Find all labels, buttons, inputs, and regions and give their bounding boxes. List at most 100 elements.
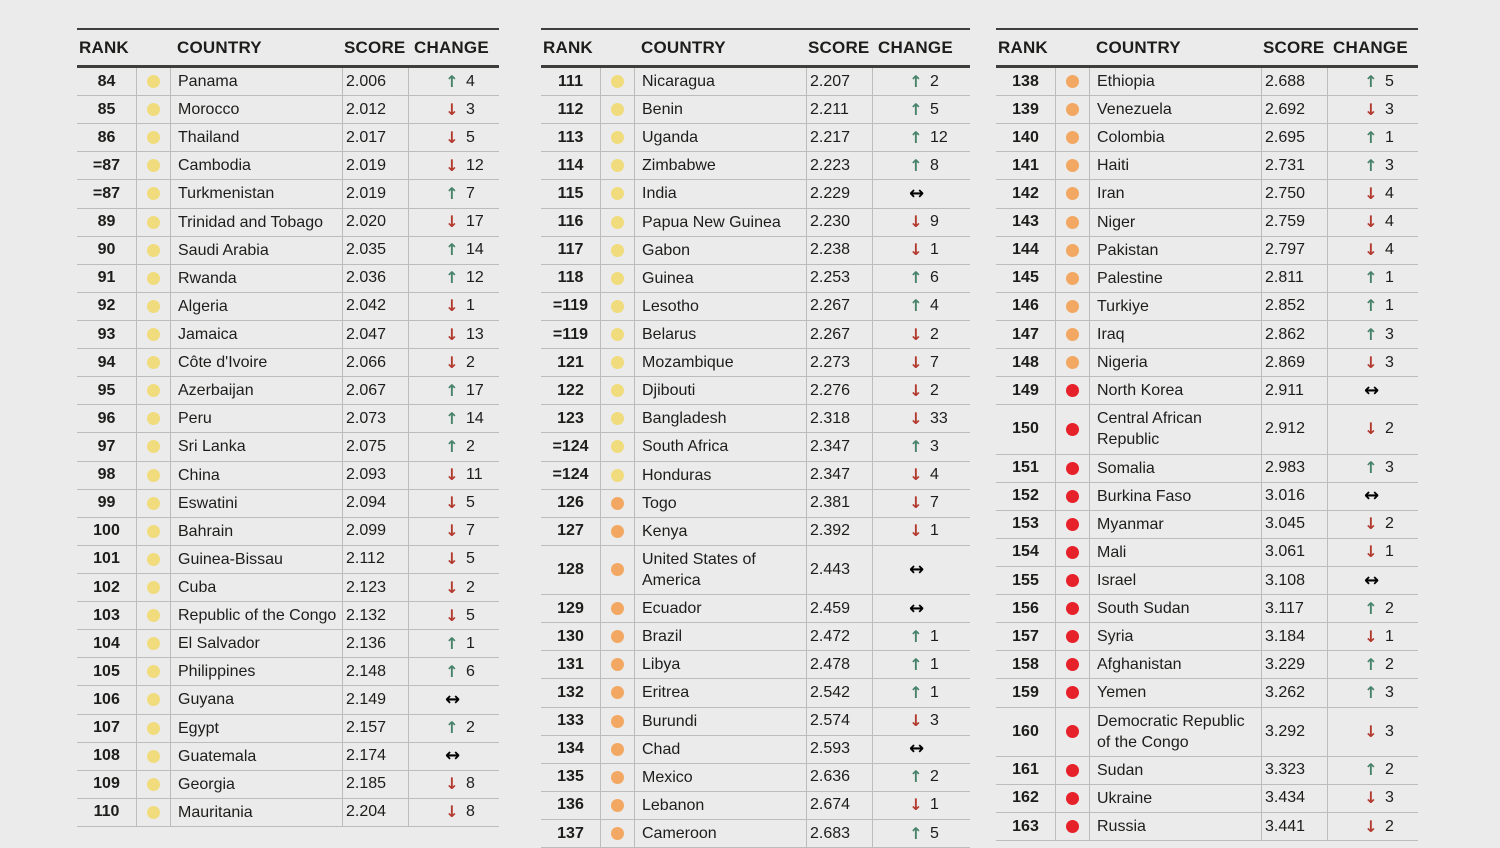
no-change-icon: ↔ (909, 182, 925, 204)
risk-dot-cell (600, 264, 634, 292)
score-value: 2.149 (342, 686, 408, 714)
country-row: 152 Burkina Faso 3.016 ↔ (996, 482, 1418, 511)
no-change-icon: ↔ (909, 558, 925, 580)
rank-column-header: RANK (79, 38, 129, 57)
yellow-risk-dot-icon (147, 299, 160, 313)
rank-value: 93 (97, 325, 116, 343)
change-cell: ↓ 8 (408, 798, 499, 826)
yellow-risk-dot-icon (147, 693, 160, 707)
country-name: Chad (634, 735, 806, 763)
score-value: 2.223 (806, 152, 872, 180)
country-row: 91 Rwanda 2.036 ↑ 12 (77, 264, 499, 293)
table-header: RANK COUNTRY SCORE CHANGE (996, 30, 1418, 68)
change-cell: ↑ 17 (408, 377, 499, 405)
red-risk-dot-icon (1066, 517, 1079, 531)
risk-dot-cell (600, 763, 634, 791)
change-value: 1 (1385, 543, 1394, 561)
country-row: 129 Ecuador 2.459 ↔ (541, 595, 970, 624)
orange-risk-dot-icon (611, 798, 624, 812)
change-value: 3 (1385, 353, 1394, 371)
change-cell: ↑ 1 (872, 651, 970, 679)
change-value: 17 (466, 213, 484, 231)
change-value: 2 (1385, 817, 1394, 835)
rank-up-icon: ↑ (1364, 598, 1378, 618)
country-name: United States of America (634, 545, 806, 595)
rank-value: 145 (1012, 269, 1039, 287)
change-cell: ↑ 4 (408, 68, 499, 96)
score-value: 2.695 (1261, 124, 1327, 152)
country-row: 102 Cuba 2.123 ↓ 2 (77, 573, 499, 603)
score-value: 2.273 (806, 349, 872, 377)
orange-risk-dot-icon (1066, 159, 1079, 173)
country-row: 122 Djibouti 2.276 ↓ 2 (541, 377, 970, 406)
change-cell: ↓ 1 (872, 517, 970, 545)
orange-risk-dot-icon (1066, 271, 1079, 285)
rank-up-icon: ↑ (909, 71, 923, 91)
change-cell: ↓ 4 (872, 461, 970, 489)
country-row: 151 Somalia 2.983 ↑ 3 (996, 454, 1418, 483)
rank-value: 101 (93, 550, 120, 568)
score-value: 2.574 (806, 707, 872, 735)
score-value: 2.759 (1261, 208, 1327, 236)
risk-dot-cell (136, 686, 170, 714)
country-row: 108 Guatemala 2.174 ↔ (77, 742, 499, 771)
score-value: 2.267 (806, 320, 872, 349)
country-name: China (170, 461, 342, 489)
change-value: 1 (930, 796, 939, 814)
ranking-table-138-163: RANK COUNTRY SCORE CHANGE 138 Ethiopia 2… (996, 28, 1418, 848)
change-value: 12 (466, 156, 484, 174)
score-value: 2.276 (806, 377, 872, 405)
risk-dot-cell (600, 124, 634, 152)
score-value: 3.229 (1261, 651, 1327, 679)
score-value: 2.911 (1261, 377, 1327, 405)
country-name: Bahrain (170, 517, 342, 545)
score-value: 2.731 (1261, 152, 1327, 180)
country-name: Papua New Guinea (634, 208, 806, 236)
country-name: Eritrea (634, 679, 806, 707)
change-value: 6 (930, 269, 939, 287)
score-value: 2.174 (342, 742, 408, 770)
change-value: 5 (466, 128, 475, 146)
change-value: 1 (930, 655, 939, 673)
country-row: 156 South Sudan 3.117 ↑ 2 (996, 595, 1418, 624)
country-row: 140 Colombia 2.695 ↑ 1 (996, 124, 1418, 153)
yellow-risk-dot-icon (147, 749, 160, 763)
yellow-risk-dot-icon (147, 131, 160, 145)
country-name: Mozambique (634, 349, 806, 377)
change-cell: ↔ (1327, 377, 1418, 405)
change-cell: ↑ 1 (408, 630, 499, 658)
country-row: 115 India 2.229 ↔ (541, 180, 970, 209)
rank-down-icon: ↓ (445, 605, 459, 625)
risk-dot-cell (1055, 264, 1089, 292)
change-cell: ↑ 14 (408, 405, 499, 433)
yellow-risk-dot-icon (147, 637, 160, 651)
country-row: 94 Côte d'Ivoire 2.066 ↓ 2 (77, 349, 499, 378)
risk-dot-cell (136, 433, 170, 461)
rank-down-icon: ↓ (909, 352, 923, 372)
change-value: 3 (1385, 789, 1394, 807)
change-cell: ↑ 12 (408, 264, 499, 292)
change-value: 4 (1385, 184, 1394, 202)
rank-value: 129 (557, 599, 584, 617)
rank-value: 154 (1012, 543, 1039, 561)
ranking-table-111-137: RANK COUNTRY SCORE CHANGE 111 Nicaragua … (541, 28, 970, 848)
score-value: 2.136 (342, 630, 408, 658)
country-row: 144 Pakistan 2.797 ↓ 4 (996, 236, 1418, 265)
risk-dot-cell (600, 68, 634, 96)
rank-value: 111 (558, 72, 583, 90)
score-value: 2.132 (342, 602, 408, 630)
country-name: Morocco (170, 96, 342, 124)
yellow-risk-dot-icon (147, 187, 160, 201)
country-column-header: COUNTRY (1096, 38, 1181, 57)
yellow-risk-dot-icon (147, 75, 160, 89)
rank-column-header: RANK (998, 38, 1048, 57)
change-cell: ↓ 9 (872, 208, 970, 236)
score-value: 2.472 (806, 623, 872, 651)
risk-dot-cell (1055, 349, 1089, 377)
rank-down-icon: ↓ (909, 324, 923, 344)
risk-dot-cell (600, 791, 634, 819)
rank-value: 132 (557, 683, 584, 701)
rank-value: 86 (97, 128, 116, 146)
country-name: North Korea (1089, 377, 1261, 405)
change-value: 2 (1385, 655, 1394, 673)
